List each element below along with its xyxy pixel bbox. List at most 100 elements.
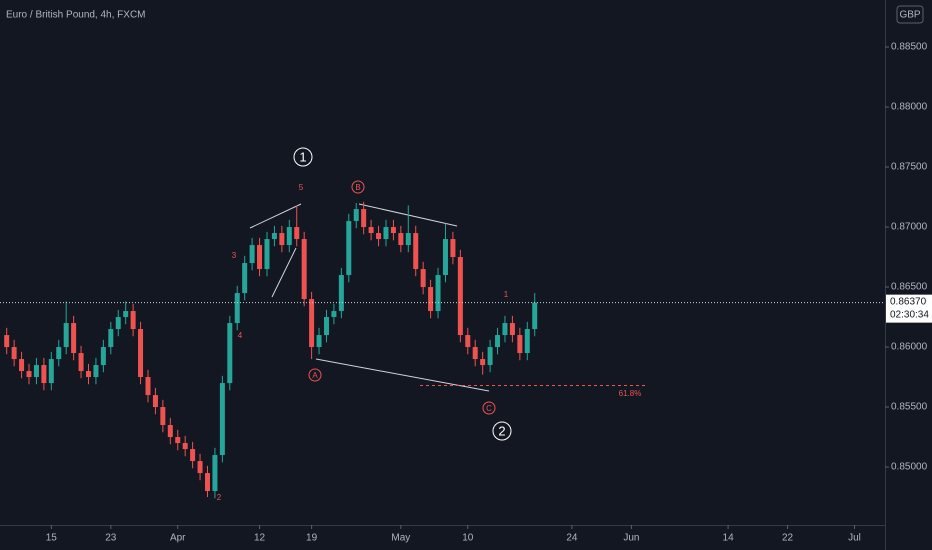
candle-body <box>4 335 10 348</box>
candle-body <box>227 323 233 384</box>
candle-body <box>145 377 151 396</box>
annotation: B <box>355 183 360 192</box>
annotation-circle <box>482 401 496 415</box>
annotation: 3 <box>232 251 237 260</box>
x-tick-label: May <box>391 533 410 544</box>
y-tick-label: 0.87000 <box>891 222 928 233</box>
countdown: 02:30:34 <box>890 309 929 320</box>
wedge-line <box>249 203 302 229</box>
y-tick-label: 0.85000 <box>891 462 928 473</box>
annotation: 2 <box>217 493 222 502</box>
candle-body <box>138 329 144 378</box>
candle-body <box>33 365 39 378</box>
candle-body <box>249 245 255 264</box>
candle-body <box>346 221 352 276</box>
candle-body <box>301 239 307 300</box>
candle-body <box>123 311 129 318</box>
candle-body <box>502 323 508 336</box>
x-tick-label: 23 <box>105 533 117 544</box>
y-tick-label: 0.88000 <box>891 102 928 113</box>
candle-body <box>279 233 285 246</box>
candle-body <box>63 323 69 348</box>
candle-body <box>413 233 419 270</box>
x-tick-label: 12 <box>254 533 266 544</box>
candle-body <box>78 353 84 372</box>
candle-body <box>390 227 396 234</box>
candle-body <box>56 347 62 360</box>
candle-body <box>331 311 337 318</box>
currency-box[interactable] <box>896 5 924 24</box>
annotation-circle <box>351 180 365 194</box>
candle-body <box>130 311 136 330</box>
x-tick-label: Jul <box>848 533 861 544</box>
candle-body <box>115 317 121 330</box>
annotation: 4 <box>238 331 243 340</box>
candle-body <box>264 239 270 270</box>
currency[interactable]: GBP <box>899 10 920 21</box>
annotation: 1 <box>299 149 306 164</box>
annotation-circle <box>308 368 322 382</box>
candle-body <box>108 329 114 348</box>
annotation: 1 <box>504 290 509 299</box>
candle-body <box>495 335 501 348</box>
candle-body <box>286 227 292 246</box>
candle-body <box>450 239 456 258</box>
candle-body <box>19 359 25 372</box>
candle-body <box>480 359 486 366</box>
chart-title: Euro / British Pound, 4h, FXCM <box>6 10 146 21</box>
candle-body <box>428 287 434 312</box>
candle-body <box>353 209 359 222</box>
candle-body <box>435 275 441 312</box>
y-tick-label: 0.85500 <box>891 402 928 413</box>
candle-body <box>420 269 426 288</box>
candle-body <box>167 425 173 438</box>
x-tick-label: 19 <box>306 533 318 544</box>
candle-body <box>71 323 77 354</box>
annotation-circle <box>293 147 313 167</box>
candle-body <box>361 209 367 228</box>
x-tick-label: 22 <box>782 533 794 544</box>
annotation: A <box>312 371 318 380</box>
channel-line <box>315 358 490 392</box>
annotation: 5 <box>299 183 304 192</box>
fib-label: 61.8% <box>619 389 642 398</box>
candle-body <box>93 365 99 378</box>
candle-body <box>182 443 188 450</box>
wedge-line <box>271 247 297 298</box>
y-tick-label: 0.86500 <box>891 282 928 293</box>
candle-body <box>517 335 523 354</box>
y-tick-label: 0.86000 <box>891 342 928 353</box>
x-tick-label: 14 <box>723 533 735 544</box>
candle-body <box>294 227 300 240</box>
candle-body <box>271 233 277 240</box>
candle-body <box>383 227 389 240</box>
annotation: 2 <box>498 423 505 438</box>
candle-body <box>472 347 478 360</box>
candle-body <box>316 335 322 348</box>
candle-body <box>398 233 404 246</box>
y-tick-label: 0.87500 <box>891 162 928 173</box>
candle-body <box>26 371 32 378</box>
annotation-circle <box>492 421 512 441</box>
x-tick-label: 24 <box>566 533 578 544</box>
candle-body <box>524 329 530 354</box>
candle-body <box>234 293 240 324</box>
candle-body <box>465 335 471 348</box>
candle-body <box>219 383 225 456</box>
candle-body <box>197 461 203 474</box>
candle-body <box>368 227 374 234</box>
candle-body <box>509 323 515 336</box>
candle-body <box>376 233 382 240</box>
candle-body <box>86 371 91 378</box>
candle-body <box>212 455 218 492</box>
x-tick-label: Apr <box>170 533 186 544</box>
candle-body <box>41 365 47 384</box>
x-tick-label: Jun <box>623 533 639 544</box>
last-price-box <box>886 294 932 323</box>
candle-body <box>160 407 166 426</box>
candle-body <box>190 449 196 462</box>
candle-body <box>152 395 158 408</box>
candle-body <box>100 347 106 366</box>
